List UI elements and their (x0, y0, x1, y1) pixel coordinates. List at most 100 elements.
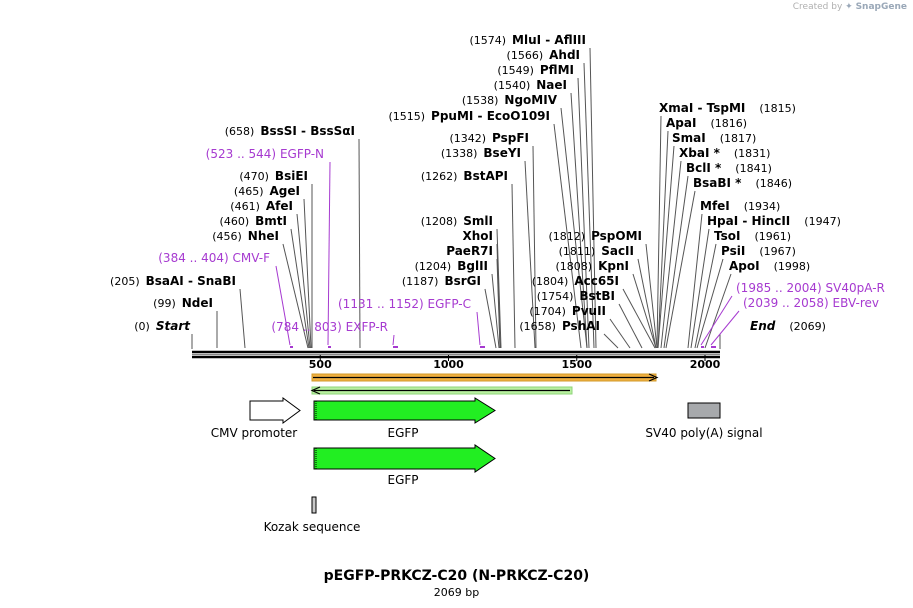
enzyme-name: XmaI - TspMI (659, 101, 745, 115)
enzyme-leader-line (603, 333, 619, 349)
enzyme-name: PpuMI - EcoO109I (431, 109, 550, 123)
orf-reverse[interactable] (310, 386, 573, 395)
enzyme-site[interactable]: MfeI (1934) (700, 199, 780, 213)
enzyme-leader-line (657, 130, 669, 349)
enzyme-leader-line (583, 62, 595, 349)
primer-egfp-c[interactable]: (1131 .. 1152) EGFP-C (338, 297, 485, 348)
enzyme-site[interactable]: AhdI (1566) (507, 48, 580, 62)
enzyme-site[interactable]: NgoMIV (1538) (462, 93, 558, 107)
enzyme-name: BseYI (483, 146, 521, 160)
map-title: pEGFP-PRKCZ-C20 (N-PRKCZ-C20) (323, 568, 590, 584)
enzyme-name: BmtI (255, 214, 287, 228)
feature-egfp-2[interactable] (313, 444, 496, 473)
primer-name: SV40pA-R (826, 281, 885, 295)
enzyme-site[interactable]: BsiEI (470) (239, 169, 308, 183)
primer-ebv-rev[interactable]: (2039 .. 2058) EBV-rev (710, 296, 879, 348)
enzyme-leader-line (632, 273, 657, 349)
enzyme-site[interactable]: PflMI (1549) (497, 63, 574, 77)
enzyme-position: (1342) (449, 132, 486, 145)
enzyme-site[interactable]: BsaAI - SnaBI (205) (110, 274, 236, 288)
enzyme-site[interactable]: MluI - AflIII (1574) (469, 33, 586, 47)
enzyme-leader-line (618, 303, 643, 349)
enzyme-name: TsoI (714, 229, 740, 243)
enzyme-site[interactable]: AfeI (461) (230, 199, 293, 213)
primer-name: EGFP-C (428, 297, 471, 311)
enzyme-site[interactable]: BssSI - BssSαI (658) (225, 124, 355, 138)
primer-sv40pa-r[interactable]: (1985 .. 2004) SV40pA-R (700, 281, 885, 348)
enzyme-name: PflMI (540, 63, 574, 77)
enzyme-site[interactable]: BstBI (1754) (537, 289, 615, 303)
enzyme-name: BsiEI (275, 169, 308, 183)
enzyme-leader-line (622, 288, 656, 349)
enzyme-leader-line (511, 183, 516, 349)
primer-range: (2039 .. 2058) (743, 296, 829, 310)
enzyme-site[interactable]: PspOMI (1812) (548, 229, 642, 243)
orf-forward[interactable] (311, 373, 659, 382)
enzyme-position: (1947) (804, 215, 841, 228)
enzyme-leader-line (570, 92, 588, 349)
enzyme-site[interactable]: BmtI (460) (220, 214, 287, 228)
enzyme-site[interactable]: BsrGI (1187) (402, 274, 481, 288)
enzyme-site[interactable]: BstAPI (1262) (421, 169, 508, 183)
primer-egfp-n[interactable]: (523 .. 544) EGFP-N (206, 147, 331, 348)
enzyme-name: AgeI (270, 184, 300, 198)
feature-egfp-1[interactable] (313, 397, 496, 424)
enzyme-site[interactable]: PspFI (1342) (449, 131, 529, 145)
enzyme-name: SacII (601, 244, 634, 258)
enzyme-site[interactable]: PpuMI - EcoO109I (1515) (388, 109, 550, 123)
feature-label-egfp-1: EGFP (387, 426, 418, 440)
enzyme-leader-line (589, 47, 597, 349)
enzyme-leader-line (496, 228, 502, 349)
enzyme-site[interactable]: NheI (456) (212, 229, 279, 243)
enzyme-site[interactable]: PshAI (1658) (519, 319, 600, 333)
enzyme-site[interactable]: XbaI * (1831) (679, 146, 770, 160)
enzyme-leader-line (532, 145, 537, 349)
feature-kozak[interactable] (311, 496, 317, 514)
enzyme-site[interactable]: PaeR7I (446, 244, 493, 258)
enzyme-leader-line (690, 228, 710, 349)
enzyme-site[interactable]: BglII (1204) (415, 259, 488, 273)
enzyme-name: SmlI (463, 214, 493, 228)
feature-sv40-polya[interactable] (687, 402, 721, 419)
enzyme-position: (2069) (789, 320, 826, 333)
enzyme-position: (1841) (735, 162, 772, 175)
enzyme-site[interactable]: ApoI (1998) (729, 259, 810, 273)
enzyme-site[interactable]: BclI * (1841) (686, 161, 772, 175)
enzyme-position: (205) (110, 275, 140, 288)
enzyme-position: (1831) (734, 147, 771, 160)
primer-cmv-f[interactable]: (384 .. 404) CMV-F (158, 251, 293, 348)
enzyme-site[interactable]: Acc65I (1804) (532, 274, 619, 288)
enzyme-site[interactable]: PsiI (1967) (721, 244, 796, 258)
enzyme-leader-line (665, 190, 696, 349)
enzyme-leader-line (290, 228, 310, 349)
enzyme-position: (1846) (755, 177, 792, 190)
enzyme-site[interactable]: TsoI (1961) (714, 229, 791, 243)
enzyme-site[interactable]: Start (0) (134, 319, 191, 333)
enzyme-site[interactable]: KpnI (1808) (556, 259, 629, 273)
enzyme-site[interactable]: NaeI (1540) (494, 78, 567, 92)
ruler: 500 1000 1500 2000 (309, 355, 721, 371)
enzyme-site[interactable]: XhoI (462, 229, 493, 243)
enzyme-position: (1704) (529, 305, 566, 318)
enzyme-site[interactable]: AgeI (465) (234, 184, 300, 198)
primer-exfp-r[interactable]: (784 .. 803) EXFP-R (271, 320, 398, 348)
enzyme-site[interactable]: SmlI (1208) (421, 214, 493, 228)
enzyme-site[interactable]: NdeI (99) (153, 296, 213, 310)
feature-cmv-promoter[interactable] (249, 397, 301, 424)
enzyme-name: NgoMIV (504, 93, 557, 107)
primer-range: (784 .. 803) (271, 320, 341, 334)
enzyme-site[interactable]: PvuII (1704) (529, 304, 606, 318)
enzyme-position: (1816) (710, 117, 747, 130)
enzyme-site[interactable]: SmaI (1817) (672, 131, 756, 145)
enzyme-site[interactable]: SacII (1811) (559, 244, 634, 258)
enzyme-site[interactable]: ApaI (1816) (666, 116, 747, 130)
enzyme-site[interactable]: BseYI (1338) (441, 146, 521, 160)
primer-name: CMV-F (233, 251, 271, 265)
tick-label: 500 (309, 358, 332, 371)
enzyme-site[interactable]: BsaBI * (1846) (693, 176, 792, 190)
enzyme-site[interactable]: XmaI - TspMI (1815) (659, 101, 796, 115)
enzyme-name: BstBI (579, 289, 615, 303)
enzyme-site[interactable]: End (2069) (750, 319, 826, 333)
enzyme-site[interactable]: HpaI - HincII (1947) (707, 214, 841, 228)
enzyme-name: AfeI (266, 199, 293, 213)
